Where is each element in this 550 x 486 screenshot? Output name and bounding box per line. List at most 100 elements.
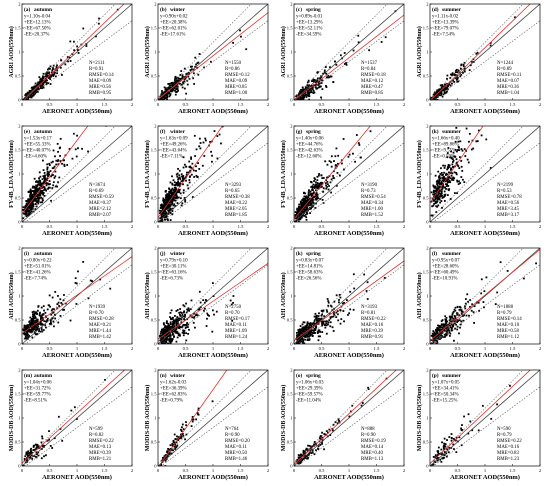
stat-line: RMSE=0.22 [89,439,114,444]
data-point [307,85,310,88]
data-point [39,184,41,187]
data-point [192,77,195,80]
data-point [453,81,456,83]
data-point [482,301,485,303]
data-point [441,84,444,86]
panel-label: (p) [432,372,439,379]
data-point [206,317,208,320]
data-point [163,95,166,98]
data-point [441,95,444,98]
ee-stat: -EE=26.56% [296,277,321,282]
data-point [165,195,168,198]
data-point [304,93,307,96]
data-point [176,182,178,185]
data-point [33,198,36,201]
data-point [439,328,441,331]
data-point [470,60,473,63]
data-point [302,201,305,204]
data-point [450,323,453,326]
data-point [180,173,183,176]
y-tick-label: 1 [18,416,21,421]
data-point [37,454,40,457]
x-tick-label: 0.5 [47,346,53,351]
data-point [172,191,175,194]
data-point [303,342,306,344]
data-point [323,448,325,451]
data-point [321,324,324,327]
data-point [309,190,312,193]
data-point [434,186,437,189]
data-point [446,168,449,171]
data-point [464,307,467,310]
stat-line: R=0.73 [361,189,376,194]
data-point [36,318,39,321]
data-point [182,189,185,192]
data-point [176,309,179,311]
data-point [321,313,324,316]
stat-line: RMB=0.91 [361,335,384,340]
data-point [53,325,55,328]
data-point [164,334,167,337]
data-point [461,315,464,317]
data-point [430,96,433,99]
data-point [450,433,453,435]
data-point [29,324,31,327]
data-point [161,333,164,336]
x-axis-label: AERONET AOD(550nm) [314,108,384,115]
data-point [303,321,306,324]
data-point [168,204,170,207]
data-point [169,337,171,340]
data-point [441,197,444,199]
panel-label: (j) [160,250,166,257]
data-point [302,92,305,95]
data-point [32,94,35,97]
data-point [168,209,171,212]
stat-line: RMSE=0.17 [225,317,250,322]
data-point [25,200,28,202]
data-point [306,212,308,215]
data-point [456,313,459,316]
data-point [42,186,45,188]
data-point [211,309,214,312]
stat-line: RMB=1.23 [497,457,520,462]
data-point [467,161,470,164]
data-point [443,448,446,450]
data-point [178,174,181,177]
x-axis-label: AERONET AOD(550nm) [450,230,520,237]
data-point [33,312,36,315]
data-point [173,84,176,86]
ee-stat: +EE=29.39% [296,387,323,392]
data-point [480,278,483,281]
data-point [45,454,47,457]
data-point [32,322,35,325]
stat-line: R=0.65 [225,189,240,194]
data-point [439,88,442,91]
data-point [117,77,119,79]
data-point [61,162,63,165]
data-point [440,195,443,197]
data-point [169,323,172,326]
data-point [172,199,174,202]
data-point [333,313,336,316]
ee-lower-line [24,386,132,466]
data-point [433,334,436,337]
data-point [171,331,174,334]
data-point [190,156,192,159]
data-point [89,279,92,282]
data-point [306,211,308,214]
data-point [29,211,32,214]
data-point [169,82,172,85]
data-point [231,319,234,322]
data-point [302,211,305,214]
data-point [27,209,29,211]
data-point [50,323,53,326]
stat-line: MRE=0.83 [497,451,519,456]
data-point [166,320,168,323]
data-point [42,175,45,178]
data-point [450,320,452,323]
data-point [317,86,320,89]
data-point [182,304,185,307]
data-point [34,187,37,190]
one-to-one-line [22,248,132,344]
data-point [49,170,52,172]
